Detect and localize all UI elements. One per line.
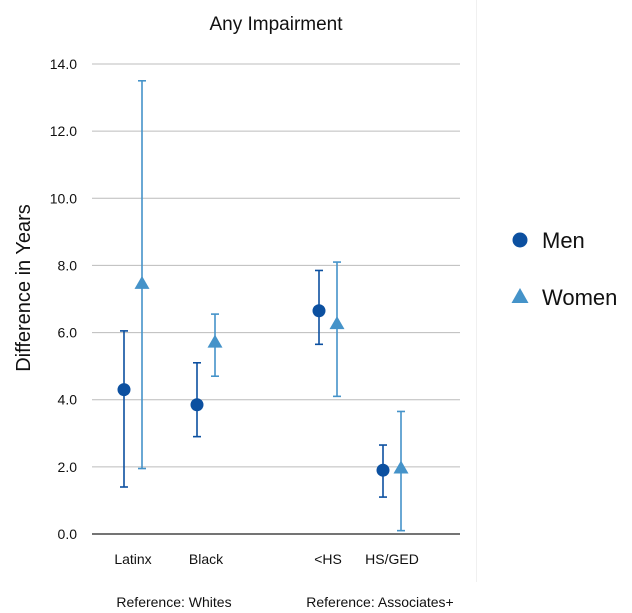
data-point-circle xyxy=(190,398,204,412)
y-tick-label: 0.0 xyxy=(58,526,78,542)
y-tick-label: 12.0 xyxy=(50,123,77,139)
reference-label: Reference: Whites xyxy=(116,594,231,610)
y-tick-label: 6.0 xyxy=(58,325,78,341)
data-point-triangle xyxy=(134,275,150,289)
legend-item-women: Women xyxy=(511,285,617,310)
y-tick-label: 4.0 xyxy=(58,392,78,408)
gridlines xyxy=(92,63,460,535)
data-point-triangle xyxy=(393,460,409,474)
data-point-circle xyxy=(117,383,131,397)
y-tick-label: 10.0 xyxy=(50,190,77,206)
legend-item-men: Men xyxy=(512,228,585,253)
legend-label: Women xyxy=(542,285,617,310)
series-marks xyxy=(117,79,409,532)
legend-marker-triangle xyxy=(511,288,529,303)
chart-title: Any Impairment xyxy=(209,14,343,35)
reference-labels: Reference: Whites Reference: Associates+ xyxy=(116,594,453,610)
x-category-label: Black xyxy=(189,551,224,567)
data-point-circle xyxy=(376,463,390,477)
x-category-label: <HS xyxy=(314,551,342,567)
x-category-labels: Latinx Black <HS HS/GED xyxy=(114,551,419,567)
series-men xyxy=(117,269,390,498)
legend: Men Women xyxy=(511,228,617,310)
legend-label: Men xyxy=(542,228,585,253)
y-tick-label: 14.0 xyxy=(50,56,77,72)
data-point-circle xyxy=(312,304,326,318)
y-axis-label: Difference in Years xyxy=(13,204,35,372)
data-point-triangle xyxy=(329,316,345,330)
y-tick-label: 2.0 xyxy=(58,459,78,475)
x-category-label: HS/GED xyxy=(365,551,419,567)
plot-panel xyxy=(476,0,477,582)
legend-marker-circle xyxy=(512,232,528,248)
reference-label: Reference: Associates+ xyxy=(306,594,453,610)
x-category-label: Latinx xyxy=(114,551,151,567)
series-women xyxy=(134,79,409,532)
y-tick-labels: 0.0 2.0 4.0 6.0 8.0 10.0 12.0 14.0 xyxy=(50,56,77,542)
y-tick-label: 8.0 xyxy=(58,257,78,273)
data-point-triangle xyxy=(207,334,223,348)
